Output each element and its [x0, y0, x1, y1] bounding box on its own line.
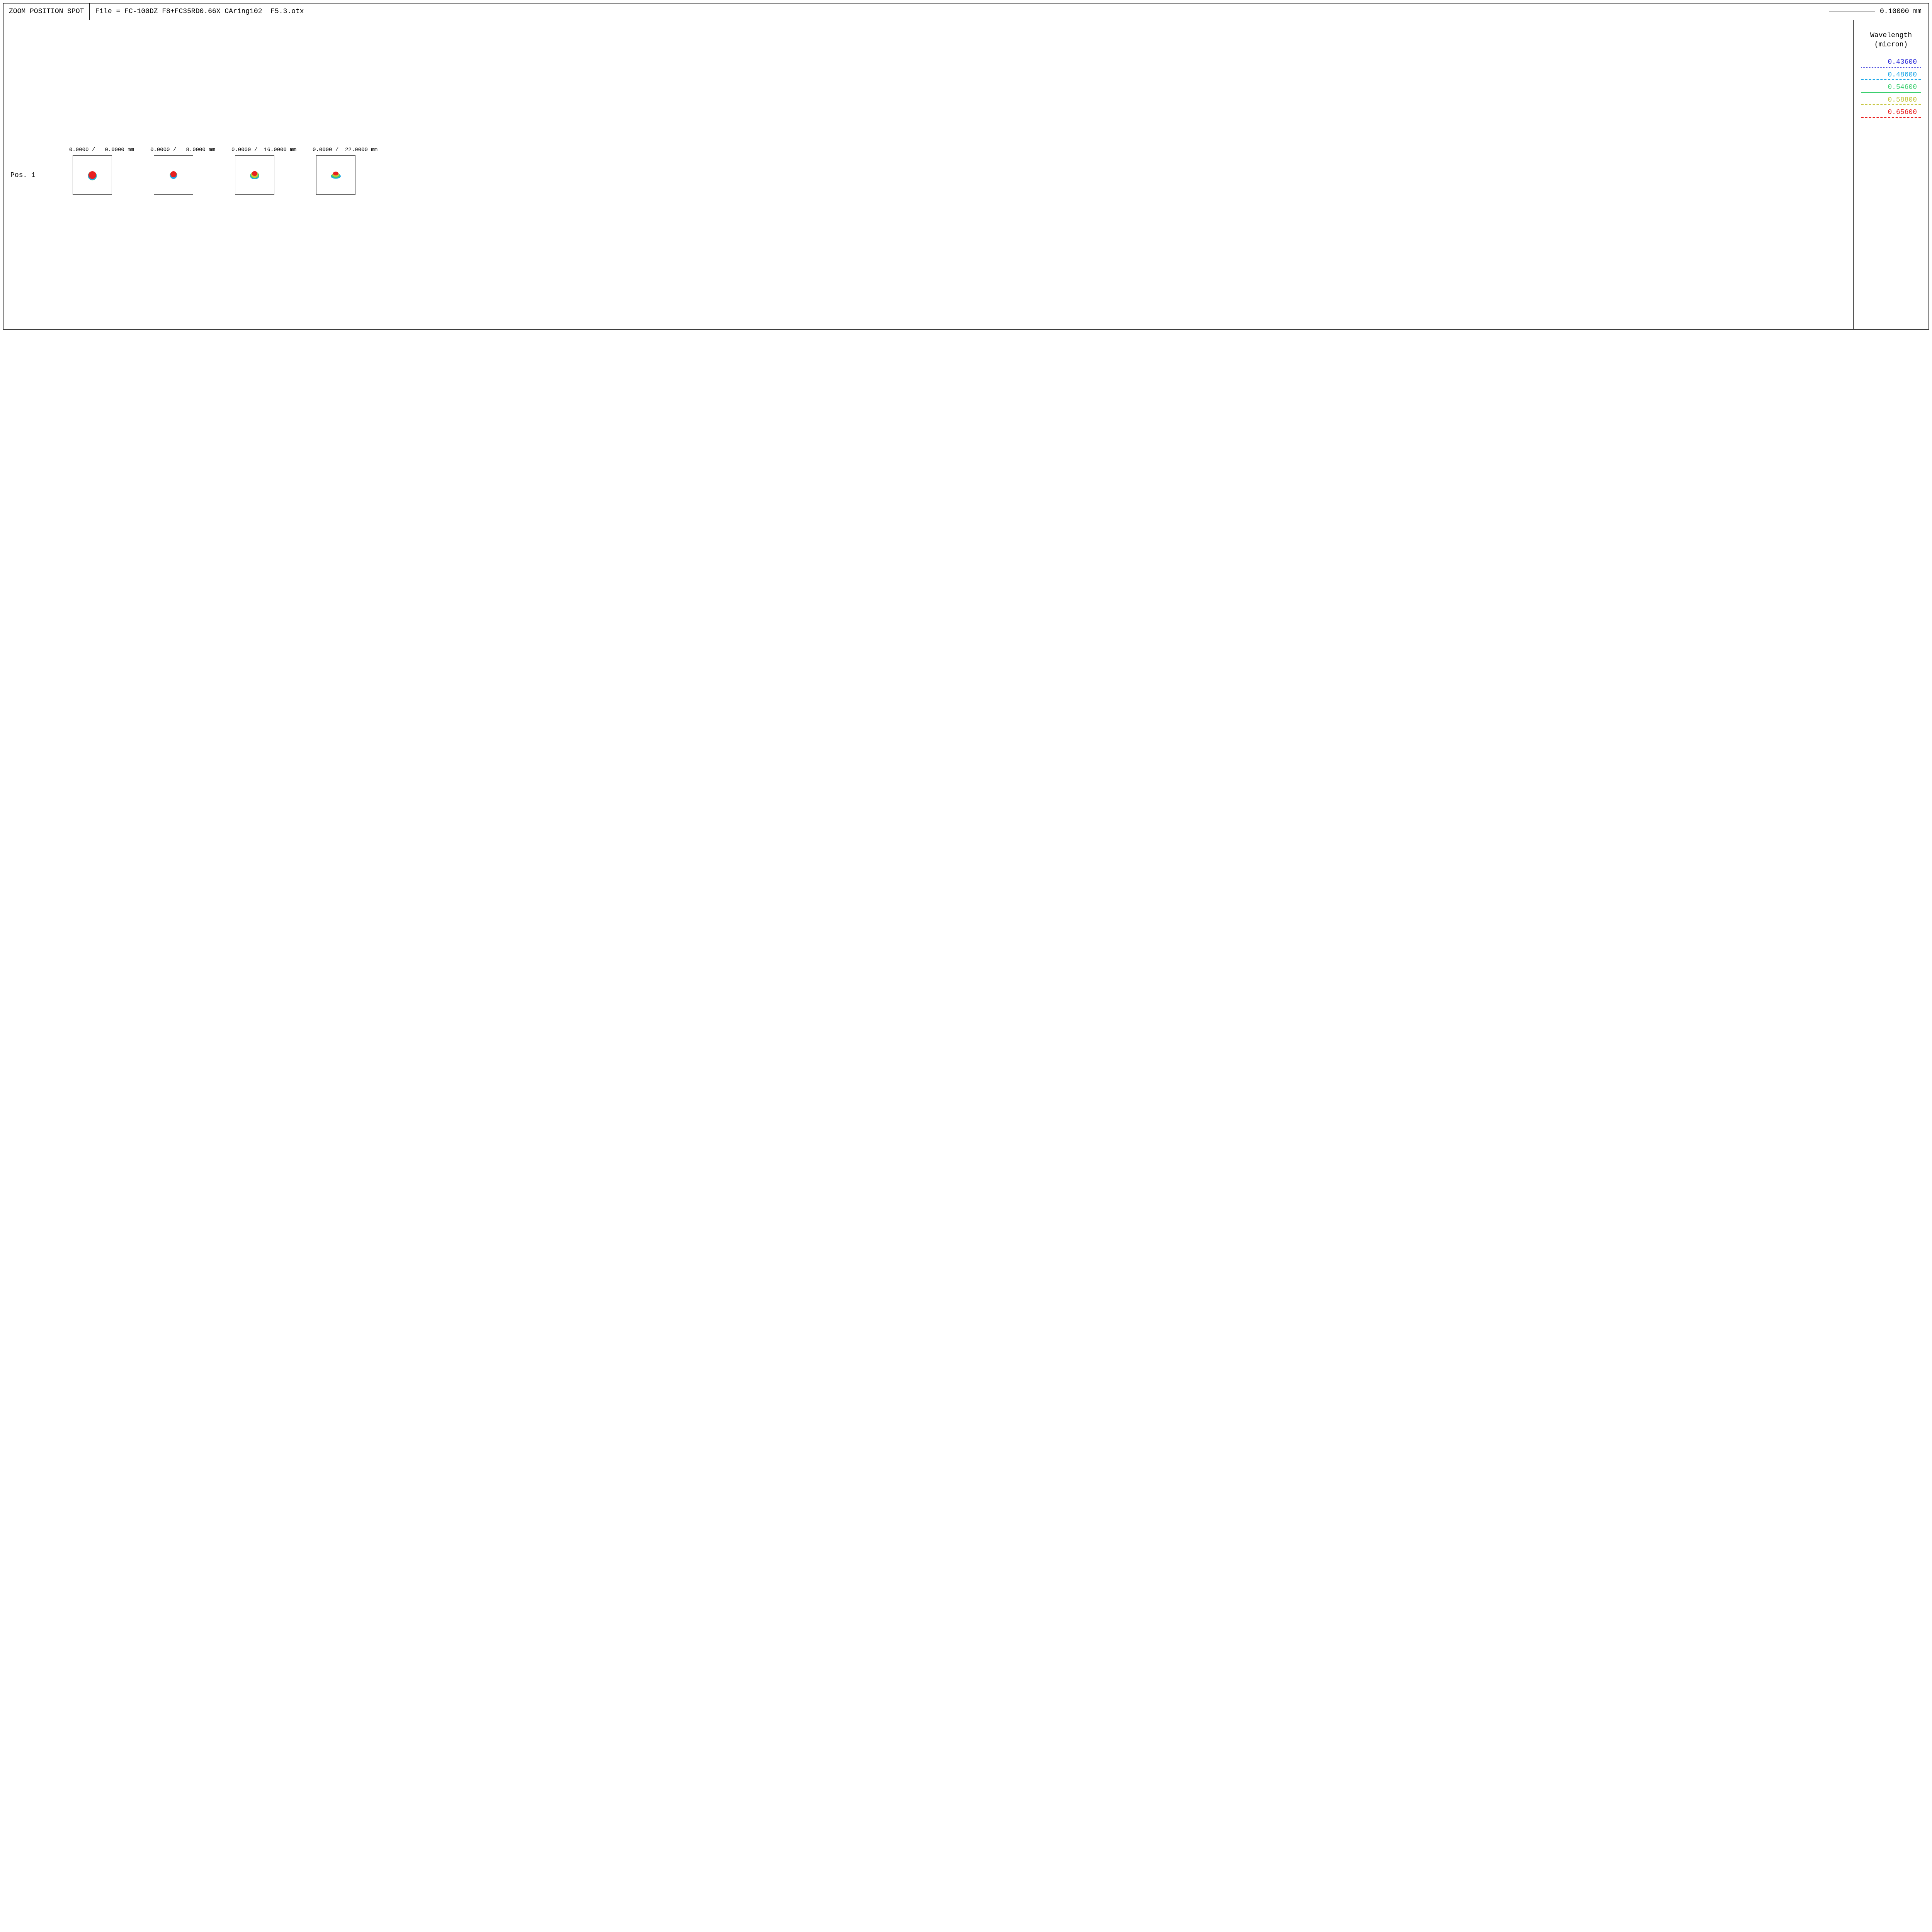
spot-field-label: 0.0000 / 0.0000 mm: [69, 147, 116, 153]
spot-cell: 0.0000 / 22.0000 mm: [313, 147, 359, 195]
spot-diagram-icon: [235, 156, 274, 194]
spot-diagram-icon: [73, 156, 112, 194]
legend-item-value: 0.43600: [1858, 58, 1924, 67]
spot-field-label: 0.0000 / 22.0000 mm: [313, 147, 359, 153]
scale-label: 0.10000 mm: [1880, 8, 1922, 15]
row-label: Pos. 1: [10, 172, 36, 179]
spot-cell: 0.0000 / 0.0000 mm: [69, 147, 116, 195]
legend-item-value: 0.58800: [1858, 96, 1924, 105]
scale-bar-icon: [1829, 9, 1875, 14]
legend-line-icon: [1861, 104, 1921, 105]
spot-cell: 0.0000 / 16.0000 mm: [231, 147, 278, 195]
legend-line-icon: [1861, 79, 1921, 80]
spot-box: [316, 155, 355, 195]
file-prefix: File =: [95, 8, 124, 15]
diagram-frame: ZOOM POSITION SPOT File = FC-100DZ F8+FC…: [3, 3, 1929, 330]
legend-item-value: 0.65600: [1858, 108, 1924, 117]
diagram-body: Pos. 1 0.0000 / 0.0000 mm 0.0000 / 8.0000…: [3, 20, 1929, 329]
file-name: FC-100DZ F8+FC35RD0.66X CAring102 F5.3.o…: [124, 8, 304, 15]
legend-line-icon: [1861, 92, 1921, 93]
plot-area: Pos. 1 0.0000 / 0.0000 mm 0.0000 / 8.0000…: [3, 20, 1854, 329]
header-file: File = FC-100DZ F8+FC35RD0.66X CAring102…: [90, 8, 1822, 15]
spot-box: [235, 155, 274, 195]
legend-panel: Wavelength (micron) 0.43600 0.48600 0.5460…: [1854, 20, 1929, 329]
legend-subtitle: (micron): [1858, 41, 1924, 49]
spot-field-label: 0.0000 / 16.0000 mm: [231, 147, 278, 153]
legend-item-value: 0.54600: [1858, 83, 1924, 92]
legend-title: Wavelength: [1858, 32, 1924, 39]
legend-line-icon: [1861, 67, 1921, 68]
spot-cell: 0.0000 / 8.0000 mm: [150, 147, 197, 195]
scale-indicator: 0.10000 mm: [1822, 8, 1929, 15]
legend-item-value: 0.48600: [1858, 71, 1924, 80]
legend-line-icon: [1861, 117, 1921, 118]
spot-diagram-icon: [154, 156, 193, 194]
spot-diagram-icon: [316, 156, 355, 194]
spot-box: [154, 155, 193, 195]
header-title: ZOOM POSITION SPOT: [3, 3, 90, 20]
spot-field-label: 0.0000 / 8.0000 mm: [150, 147, 197, 153]
header-bar: ZOOM POSITION SPOT File = FC-100DZ F8+FC…: [3, 3, 1929, 20]
spot-box: [73, 155, 112, 195]
